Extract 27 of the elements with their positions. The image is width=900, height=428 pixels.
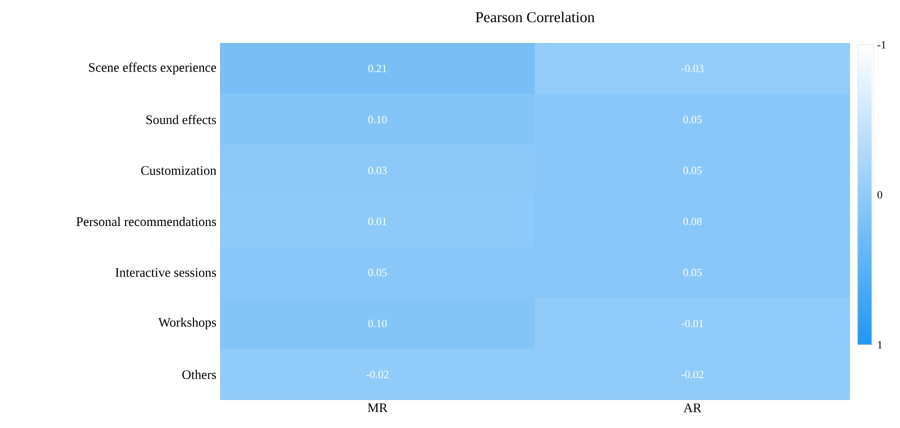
y-tick-label: Sound effects bbox=[146, 114, 216, 124]
color-bar-label: -1 bbox=[877, 41, 886, 48]
x-tick-label: MR bbox=[368, 404, 388, 412]
data-label: 0.01 bbox=[368, 218, 386, 226]
chart-title: Pearson Correlation bbox=[476, 12, 595, 22]
color-bar-label: 1 bbox=[878, 341, 882, 348]
data-label: 0.21 bbox=[368, 64, 386, 72]
data-label: -0.02 bbox=[681, 370, 704, 378]
data-label: 0.05 bbox=[683, 166, 702, 174]
data-label: -0.02 bbox=[366, 370, 388, 378]
data-label: 0.03 bbox=[368, 166, 387, 174]
data-label: -0.03 bbox=[681, 64, 704, 72]
x-tick-label: AR bbox=[684, 404, 702, 412]
data-label: 0.10 bbox=[368, 116, 387, 124]
data-label: -0.01 bbox=[681, 320, 704, 328]
y-tick-label: Personal recommendations bbox=[76, 216, 216, 226]
y-tick-label: Interactive sessions bbox=[116, 268, 216, 277]
color-bar-label: 0 bbox=[878, 191, 882, 198]
y-tick-label: Others bbox=[182, 370, 216, 380]
data-label: 0.08 bbox=[683, 218, 702, 226]
data-label: 0.10 bbox=[368, 320, 387, 328]
y-tick-label: Customization bbox=[141, 166, 216, 175]
data-label: 0.05 bbox=[683, 116, 702, 124]
data-label: 0.05 bbox=[683, 268, 702, 276]
data-label: 0.05 bbox=[368, 268, 387, 276]
y-tick-label: Scene effects experience bbox=[89, 62, 216, 74]
y-tick-label: Workshops bbox=[158, 318, 216, 330]
